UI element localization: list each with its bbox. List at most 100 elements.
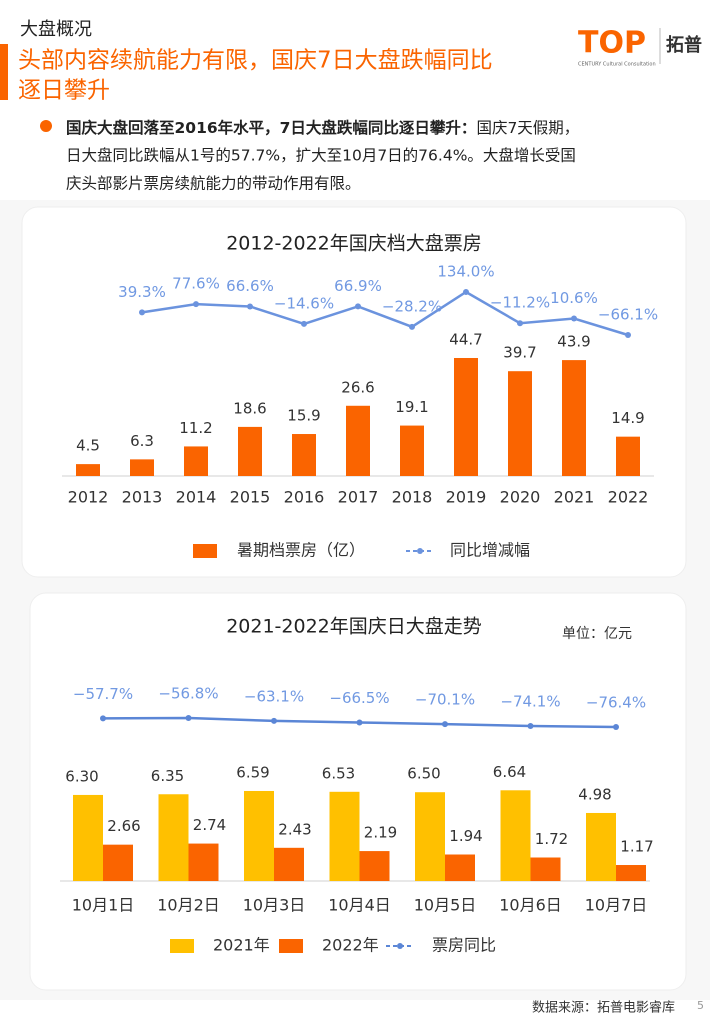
x-tick-label: 10月4日 bbox=[328, 896, 391, 915]
x-tick-label: 2012 bbox=[68, 488, 109, 507]
data-label: −63.1% bbox=[244, 687, 304, 705]
data-label: 6.30 bbox=[65, 767, 98, 785]
legend-label: 2022年 bbox=[322, 936, 379, 955]
data-label: 10.6% bbox=[550, 289, 598, 307]
x-tick-label: 2019 bbox=[446, 488, 487, 507]
data-label: 6.64 bbox=[493, 763, 526, 781]
x-tick-label: 10月1日 bbox=[72, 896, 135, 915]
logo-mark: TOP bbox=[578, 26, 646, 61]
data-label: 15.9 bbox=[287, 407, 320, 425]
data-label: 19.1 bbox=[395, 398, 428, 416]
bar bbox=[73, 794, 103, 881]
line-point bbox=[356, 719, 363, 726]
bar bbox=[158, 794, 189, 881]
data-label: 6.50 bbox=[407, 765, 440, 783]
x-tick-label: 2022 bbox=[608, 488, 649, 507]
data-label: 14.9 bbox=[611, 409, 644, 427]
data-label: 39.7 bbox=[503, 344, 536, 362]
x-tick-label: 2017 bbox=[338, 488, 379, 507]
bar bbox=[346, 405, 370, 476]
data-label: 6.53 bbox=[322, 764, 355, 782]
x-tick-label: 10月5日 bbox=[414, 896, 477, 915]
line-point bbox=[100, 715, 106, 722]
line-point bbox=[185, 715, 192, 721]
bullet-heading: 国庆大盘回落至2016年水平，7日大盘跌幅同比逐日攀升： bbox=[66, 118, 476, 137]
card bbox=[29, 592, 687, 991]
bar bbox=[103, 844, 133, 881]
x-tick-label: 2021 bbox=[554, 488, 595, 507]
data-label: 11.2 bbox=[179, 419, 212, 437]
chart-title: 2012-2022年国庆档大盘票房 bbox=[226, 233, 482, 255]
data-label: 44.7 bbox=[449, 330, 482, 348]
bullet-dot bbox=[40, 120, 52, 132]
bar bbox=[562, 360, 586, 476]
legend-label: 票房同比 bbox=[432, 936, 496, 955]
bar bbox=[329, 791, 360, 881]
line bbox=[141, 290, 629, 337]
data-label: 4.98 bbox=[578, 785, 611, 803]
logo-tagline: CENTURY Cultural Consultation bbox=[578, 62, 656, 68]
unit: 单位：亿元 bbox=[562, 626, 632, 642]
data-label: 66.9% bbox=[334, 277, 382, 295]
line-point bbox=[247, 303, 253, 310]
line-point bbox=[517, 320, 523, 327]
x-tick-label: 2016 bbox=[284, 488, 325, 507]
data-label: −76.4% bbox=[586, 694, 646, 712]
bar bbox=[292, 434, 316, 476]
x-tick-label: 2013 bbox=[122, 488, 163, 507]
source: 数据来源：拓普电影睿库 bbox=[532, 1000, 675, 1016]
data-label: 2.19 bbox=[364, 824, 397, 842]
data-label: −57.7% bbox=[73, 685, 133, 703]
data-label: 26.6 bbox=[341, 378, 374, 396]
data-label: −28.2% bbox=[382, 297, 442, 315]
legend-label: 2021年 bbox=[213, 936, 270, 955]
bar bbox=[500, 790, 531, 881]
line-point bbox=[139, 309, 145, 316]
bar bbox=[586, 812, 616, 881]
data-label: 43.9 bbox=[557, 333, 590, 351]
data-label: 1.17 bbox=[620, 838, 653, 856]
logo-name: 拓普 bbox=[666, 34, 702, 56]
bar bbox=[244, 790, 274, 881]
x-tick-label: 10月3日 bbox=[243, 896, 306, 915]
bar bbox=[400, 425, 424, 476]
data-label: −66.5% bbox=[329, 689, 389, 707]
data-label: −74.1% bbox=[500, 692, 560, 710]
data-label: 39.3% bbox=[118, 283, 166, 301]
data-label: 66.6% bbox=[226, 277, 274, 295]
title-line: 逐日攀升 bbox=[18, 78, 110, 104]
bar bbox=[130, 459, 154, 476]
line-point bbox=[463, 289, 469, 295]
bar bbox=[76, 464, 100, 476]
data-label: −66.1% bbox=[598, 306, 658, 324]
data-label: 4.5 bbox=[76, 437, 100, 455]
data-label: 2.66 bbox=[107, 817, 140, 835]
line-point bbox=[355, 303, 361, 310]
data-label: 6.35 bbox=[151, 767, 184, 785]
accent-bar bbox=[0, 44, 8, 100]
card bbox=[21, 206, 687, 578]
line-point bbox=[271, 717, 277, 724]
data-label: 6.3 bbox=[130, 432, 154, 450]
legend-swatch bbox=[170, 939, 194, 953]
bar bbox=[530, 857, 561, 881]
legend-dot bbox=[417, 548, 423, 554]
data-label: 1.94 bbox=[449, 827, 482, 845]
data-label: 2.74 bbox=[193, 816, 226, 834]
x-tick-label: 2015 bbox=[230, 488, 271, 507]
bar bbox=[184, 446, 208, 476]
line-point bbox=[571, 315, 577, 322]
line-point bbox=[527, 722, 534, 729]
bar bbox=[445, 854, 475, 881]
line-point bbox=[442, 721, 448, 728]
bar bbox=[274, 847, 304, 881]
line-point bbox=[613, 724, 619, 730]
data-label: −11.2% bbox=[490, 294, 550, 312]
data-label: 77.6% bbox=[172, 275, 220, 293]
bullet-line: 庆头部影片票房续航能力的带动作用有限。 bbox=[66, 175, 361, 193]
data-label: 6.59 bbox=[236, 763, 269, 781]
data-label: 134.0% bbox=[437, 263, 494, 281]
bullet-text: 国庆7天假期， bbox=[476, 119, 579, 137]
data-label: 2.43 bbox=[278, 820, 311, 838]
